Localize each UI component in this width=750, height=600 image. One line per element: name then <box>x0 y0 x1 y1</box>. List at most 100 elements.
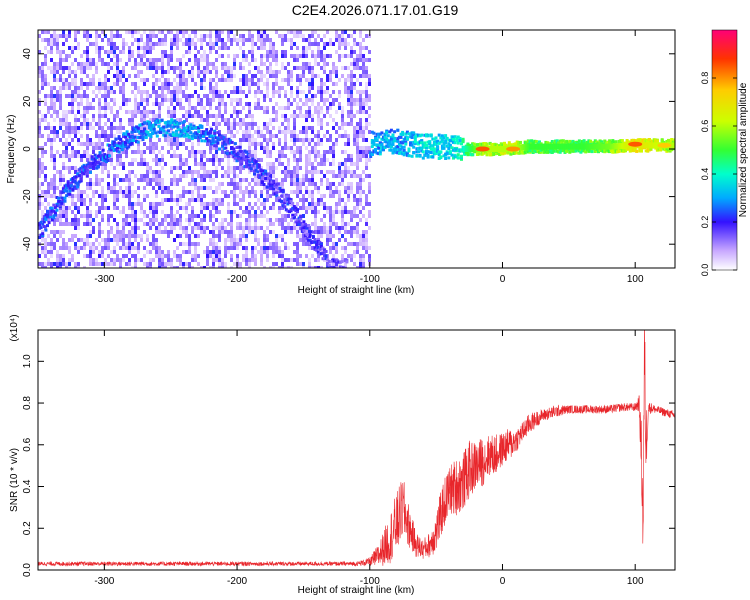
spectrogram-noise-cell <box>338 262 341 266</box>
spectrogram-noise-cell <box>293 118 296 122</box>
spectrogram-signal-cell <box>310 230 314 234</box>
spectrogram-noise-cell <box>89 186 92 190</box>
spectrogram-noise-cell <box>329 230 332 234</box>
spectrogram-noise-cell <box>263 46 266 50</box>
spectrogram-noise-cell <box>116 82 119 86</box>
spectrogram-noise-cell <box>329 54 332 58</box>
spectrogram-noise-cell <box>257 142 260 146</box>
spectrogram-noise-cell <box>257 226 260 230</box>
spectrogram-signal-cell <box>434 136 438 140</box>
spectrogram-signal-cell <box>496 152 500 155</box>
spectrogram-noise-cell <box>185 250 188 254</box>
spectrogram-noise-cell <box>131 150 134 154</box>
spectrogram-noise-cell <box>137 218 140 222</box>
spectrogram-noise-cell <box>104 114 107 118</box>
spectrogram-noise-cell <box>191 210 194 214</box>
spectrogram-noise-cell <box>344 206 347 210</box>
spectrogram-noise-cell <box>317 138 320 142</box>
spectrogram-signal-cell <box>206 139 210 143</box>
spectrogram-noise-cell <box>236 122 239 126</box>
spectrogram-noise-cell <box>77 126 80 130</box>
spectrogram-noise-cell <box>116 198 119 202</box>
spectrogram-signal-cell <box>503 151 506 155</box>
spectrogram-noise-cell <box>365 238 368 242</box>
spectrogram-noise-cell <box>251 42 254 46</box>
spectrogram-noise-cell <box>170 114 173 118</box>
spectrogram-noise-cell <box>161 182 164 186</box>
spectrogram-noise-cell <box>155 70 158 74</box>
spectrogram-noise-cell <box>281 34 284 38</box>
spectrogram-noise-cell <box>179 174 182 178</box>
spectrogram-noise-cell <box>119 190 122 194</box>
spectrogram-noise-cell <box>185 78 188 82</box>
spectrogram-noise-cell <box>89 242 92 246</box>
spectrogram-noise-cell <box>221 158 224 162</box>
spectrogram-signal-cell <box>65 194 69 198</box>
spectrogram-noise-cell <box>188 106 191 110</box>
spectrogram-signal-cell <box>246 152 250 156</box>
spectrogram-signal-cell <box>84 166 88 170</box>
spectrogram-noise-cell <box>347 242 350 246</box>
spectrogram-signal-cell <box>108 154 112 158</box>
spectrogram-signal-cell <box>114 137 118 141</box>
spectrogram-signal-cell <box>74 175 78 179</box>
spectrogram-noise-cell <box>359 238 362 242</box>
spectrogram-signal-cell <box>124 143 127 147</box>
spectrogram-noise-cell <box>215 186 218 190</box>
spectrogram-noise-cell <box>263 202 266 206</box>
spectrogram-noise-cell <box>131 202 134 206</box>
spectrogram-signal-cell <box>405 130 409 134</box>
spectrogram-noise-cell <box>179 102 182 106</box>
spectrogram-noise-cell <box>227 222 230 226</box>
spectrogram-noise-cell <box>53 70 56 74</box>
spectrogram-noise-cell <box>134 38 137 42</box>
spectrogram-noise-cell <box>221 266 224 268</box>
spectrogram-noise-cell <box>326 206 329 210</box>
spectrogram-noise-cell <box>263 234 266 238</box>
spectrogram-noise-cell <box>239 166 242 170</box>
spectrogram-signal-cell <box>307 233 311 237</box>
spectrogram-noise-cell <box>287 194 290 198</box>
spectrogram-noise-cell <box>185 86 188 90</box>
spectrogram-noise-cell <box>365 158 368 162</box>
spectrogram-noise-cell <box>164 82 167 86</box>
spectrogram-noise-cell <box>68 206 71 210</box>
spectrogram-signal-cell <box>475 143 479 147</box>
spectrogram-noise-cell <box>344 230 347 234</box>
spectrogram-noise-cell <box>161 266 164 268</box>
spectrogram-noise-cell <box>362 110 365 114</box>
spectrogram-noise-cell <box>59 74 62 78</box>
spectrogram-noise-cell <box>278 162 281 166</box>
spectrogram-signal-cell <box>100 156 104 160</box>
spectrogram-noise-cell <box>41 250 44 254</box>
spectrogram-noise-cell <box>86 30 89 34</box>
spectrogram-noise-cell <box>227 126 230 130</box>
spectrogram-noise-cell <box>80 102 83 106</box>
spectrogram-noise-cell <box>245 94 248 98</box>
spectrogram-noise-cell <box>299 138 302 142</box>
spectrogram-noise-cell <box>317 154 320 158</box>
spectrogram-noise-cell <box>308 82 311 86</box>
spectrogram-noise-cell <box>299 106 302 110</box>
spectrogram-signal-cell <box>399 144 403 148</box>
spectrogram-noise-cell <box>173 114 176 118</box>
spectrogram-noise-cell <box>359 130 362 134</box>
spectrogram-noise-cell <box>248 126 251 130</box>
spectrogram-noise-cell <box>236 102 239 106</box>
spectrogram-signal-cell <box>46 224 49 228</box>
spectrogram-noise-cell <box>305 54 308 58</box>
spectrogram-noise-cell <box>221 262 224 266</box>
spectrogram-noise-cell <box>74 34 77 38</box>
spectrogram-noise-cell <box>194 110 197 114</box>
spectrogram-noise-cell <box>278 250 281 254</box>
spectrogram-noise-cell <box>308 38 311 42</box>
spectrogram-noise-cell <box>215 86 218 90</box>
spectrogram-noise-cell <box>242 134 245 138</box>
spectrogram-noise-cell <box>152 186 155 190</box>
spectrogram-noise-cell <box>92 226 95 230</box>
spectrogram-noise-cell <box>284 130 287 134</box>
spectrogram-noise-cell <box>98 126 101 130</box>
spectrogram-signal-cell <box>225 150 229 153</box>
spectrogram-noise-cell <box>248 110 251 114</box>
spectrogram-noise-cell <box>290 174 293 178</box>
